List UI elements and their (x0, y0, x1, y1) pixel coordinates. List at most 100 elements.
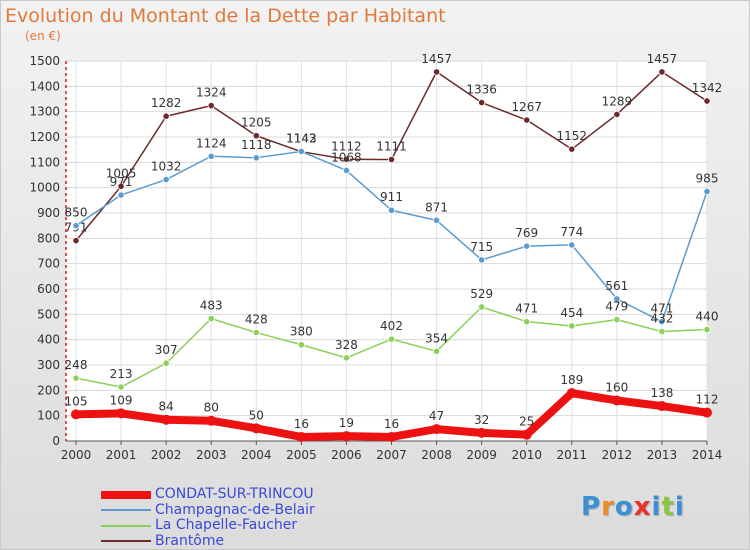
x-tick-label: 2014 (692, 448, 723, 462)
data-label: 1124 (196, 136, 227, 150)
logo-letter: t (661, 492, 675, 522)
data-point (296, 431, 307, 442)
data-point (432, 216, 441, 224)
legend-label: Champagnac-de-Belair (155, 501, 315, 518)
data-label: 138 (650, 386, 673, 400)
data-label: 428 (245, 313, 268, 327)
legend-swatch (101, 509, 151, 512)
data-point (478, 98, 486, 107)
data-label: 440 (696, 310, 719, 324)
data-label: 1282 (151, 96, 182, 110)
data-point (206, 415, 217, 426)
data-point (386, 431, 397, 442)
data-point (116, 408, 127, 419)
data-label: 1205 (241, 116, 272, 130)
data-point (432, 347, 441, 355)
data-point (658, 68, 666, 76)
data-label: 850 (65, 206, 88, 220)
x-tick-label: 2012 (602, 448, 633, 462)
y-tick-label: 1000 (29, 181, 60, 195)
data-point (71, 409, 81, 420)
data-point (568, 145, 576, 153)
legend-swatch (101, 490, 151, 499)
legend-label: Brantôme (155, 532, 225, 549)
x-tick-label: 2010 (511, 448, 542, 462)
data-point (703, 325, 711, 334)
data-point (432, 68, 441, 76)
data-label: 47 (429, 409, 444, 423)
data-label: 985 (696, 171, 719, 185)
data-label: 1005 (106, 166, 137, 180)
data-label: 16 (384, 417, 399, 431)
logo-letter: o (614, 492, 634, 522)
data-point (613, 110, 621, 119)
data-label: 1143 (286, 131, 317, 145)
data-point (342, 354, 351, 362)
data-label: 189 (560, 373, 583, 387)
data-label: 1336 (466, 83, 497, 97)
data-label: 454 (560, 306, 583, 320)
y-tick-label: 500 (37, 307, 60, 321)
data-point (252, 154, 260, 162)
data-point (207, 152, 215, 160)
logo-letter: i (674, 492, 685, 522)
data-point (342, 155, 351, 163)
data-label: 1142 (286, 132, 317, 146)
data-point (568, 241, 576, 249)
data-point (523, 116, 531, 124)
data-point (702, 407, 712, 418)
data-point (251, 423, 262, 434)
data-point (387, 335, 396, 343)
x-tick-label: 2001 (106, 448, 137, 462)
data-label: 354 (425, 331, 448, 345)
logo-letter: P (581, 492, 602, 522)
data-point (568, 322, 576, 330)
data-label: 471 (650, 302, 673, 316)
y-tick-label: 1100 (29, 155, 60, 169)
x-tick-label: 2005 (286, 448, 317, 462)
data-label: 213 (110, 367, 133, 381)
data-label: 471 (515, 302, 538, 316)
legend-swatch (101, 524, 151, 527)
data-label: 971 (110, 175, 133, 189)
data-point (162, 359, 170, 367)
data-label: 380 (290, 325, 313, 339)
data-point (703, 97, 711, 105)
x-tick-label: 2002 (151, 448, 182, 462)
data-label: 109 (110, 393, 133, 407)
data-point (658, 318, 666, 326)
data-label: 1457 (421, 52, 452, 66)
data-point (341, 431, 352, 442)
data-label: 561 (605, 279, 628, 293)
y-tick-label: 1400 (29, 79, 60, 93)
data-label: 1111 (376, 140, 407, 154)
legend-item: Brantôme (101, 532, 315, 550)
data-label: 769 (515, 226, 538, 240)
data-point (703, 187, 711, 196)
legend-swatch (101, 540, 151, 543)
data-label: 1152 (557, 129, 588, 143)
data-point (207, 101, 215, 110)
plot-background (66, 61, 707, 441)
data-label: 112 (696, 393, 719, 407)
data-label: 1324 (196, 86, 227, 100)
logo-letter: x (633, 492, 652, 522)
data-point (72, 237, 80, 245)
proxiti-logo: Proxiti (581, 492, 685, 522)
logo-letter: i (651, 492, 662, 522)
data-point (613, 295, 621, 303)
data-point (478, 256, 486, 264)
y-tick-label: 1200 (29, 130, 60, 144)
data-label: 529 (470, 287, 493, 301)
data-point (523, 242, 531, 250)
data-label: 32 (474, 413, 489, 427)
data-label: 307 (155, 343, 178, 357)
y-tick-label: 900 (37, 206, 60, 220)
data-point (161, 414, 172, 425)
data-point (252, 328, 260, 337)
x-tick-label: 2000 (61, 448, 92, 462)
legend-item: La Chapelle-Faucher (101, 517, 315, 534)
x-tick-label: 2013 (647, 448, 678, 462)
data-point (387, 155, 396, 164)
